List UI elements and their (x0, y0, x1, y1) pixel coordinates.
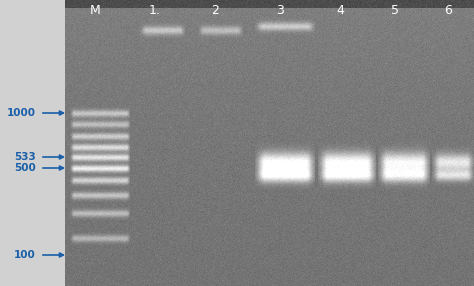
Text: 4: 4 (336, 3, 344, 17)
Text: 1000: 1000 (7, 108, 36, 118)
Text: 3: 3 (276, 3, 284, 17)
Text: 533: 533 (14, 152, 36, 162)
Text: 1.: 1. (149, 3, 161, 17)
Text: 5: 5 (391, 3, 399, 17)
Text: 100: 100 (14, 250, 36, 260)
Text: 2: 2 (211, 3, 219, 17)
Text: 500: 500 (14, 163, 36, 173)
Text: M: M (90, 3, 100, 17)
Text: 6: 6 (444, 3, 452, 17)
